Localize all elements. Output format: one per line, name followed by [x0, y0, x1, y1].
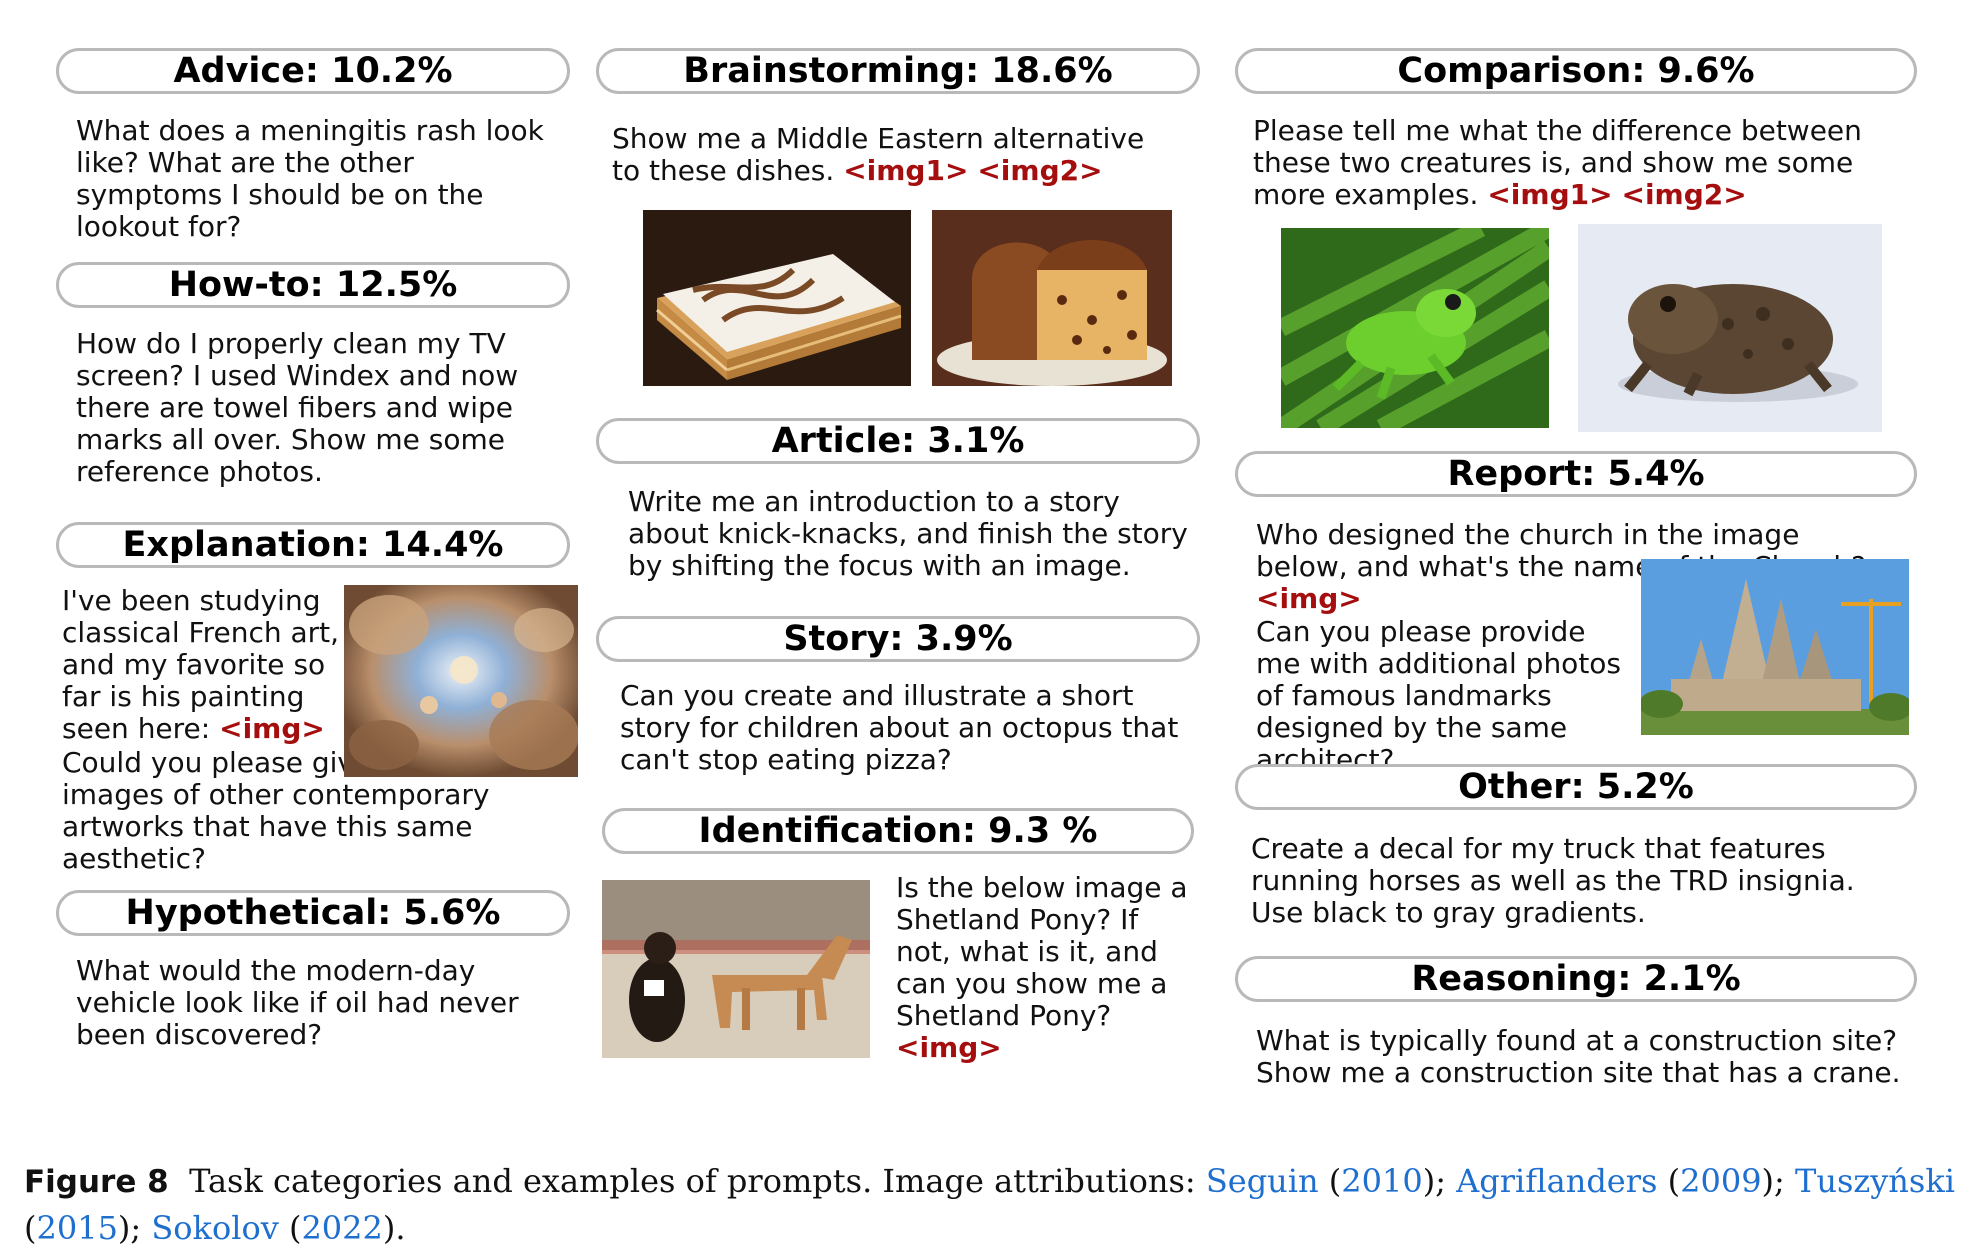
cake-icon	[643, 210, 911, 386]
painting-icon	[344, 585, 578, 777]
article-prompt: Write me an introduction to a story abou…	[628, 485, 1188, 582]
category-report-title: Report: 5.4%	[1235, 451, 1917, 497]
category-reasoning-title: Reasoning: 2.1%	[1235, 956, 1917, 1002]
citation-seguin[interactable]: Seguin	[1205, 1162, 1319, 1200]
brainstorming-img2-token: <img2>	[977, 154, 1103, 187]
howto-prompt: How do I properly clean my TV screen? I …	[76, 327, 519, 488]
comparison-prompt: Please tell me what the difference betwe…	[1253, 115, 1893, 211]
category-brainstorming-title: Brainstorming: 18.6%	[596, 48, 1200, 94]
panettone-image	[932, 210, 1172, 386]
mille-feuille-image	[643, 210, 911, 386]
explanation-prompt-text: I've been studying classical French art,…	[62, 584, 340, 745]
other-prompt: Create a decal for my truck that feature…	[1251, 832, 1855, 929]
hypothetical-prompt: What would the modern-day vehicle look l…	[76, 954, 519, 1051]
comparison-img1-token: <img1>	[1487, 178, 1613, 211]
bread-icon	[932, 210, 1172, 386]
explanation-prompt-before: I've been studying classical French art,…	[62, 585, 342, 745]
caption-text: Task categories and examples of prompts.…	[189, 1162, 1196, 1200]
tree-frog-image	[1281, 228, 1549, 428]
citation-sokolov-year[interactable]: 2022	[301, 1209, 383, 1247]
frog-icon	[1281, 228, 1549, 428]
explanation-img-token: <img>	[219, 712, 325, 745]
category-howto-title: How-to: 12.5%	[56, 262, 570, 308]
category-identification-title: Identification: 9.3 %	[602, 808, 1194, 854]
citation-tuszynski[interactable]: Tuszyński	[1794, 1162, 1955, 1200]
church-image	[1641, 559, 1909, 735]
citation-agriflanders[interactable]: Agriflanders	[1456, 1162, 1658, 1200]
brainstorming-img1-token: <img1>	[843, 154, 969, 187]
figure-caption: Figure 8 Task categories and examples of…	[24, 1162, 1955, 1247]
comparison-prompt-text: Please tell me what the difference betwe…	[1253, 114, 1862, 211]
report-img-token: <img>	[1256, 582, 1362, 615]
category-article-title: Article: 3.1%	[596, 418, 1200, 464]
comparison-img2-token: <img2>	[1621, 178, 1747, 211]
church-icon	[1641, 559, 1909, 735]
horse-icon	[602, 880, 870, 1058]
brainstorming-prompt: Show me a Middle Eastern alternative to …	[612, 123, 1172, 187]
category-comparison-title: Comparison: 9.6%	[1235, 48, 1917, 94]
identification-prompt-text: Is the below image a Shetland Pony? If n…	[896, 871, 1188, 1032]
advice-prompt: What does a meningitis rash look like? W…	[76, 114, 544, 243]
figure-label: Figure 8	[24, 1164, 169, 1200]
horse-image	[602, 880, 870, 1058]
citation-agriflanders-year[interactable]: 2009	[1680, 1162, 1762, 1200]
category-explanation-title: Explanation: 14.4%	[56, 522, 570, 568]
citation-sokolov[interactable]: Sokolov	[151, 1209, 279, 1247]
toad-image	[1578, 224, 1882, 432]
toad-icon	[1578, 224, 1882, 432]
citation-seguin-year[interactable]: 2010	[1341, 1162, 1423, 1200]
category-story-title: Story: 3.9%	[596, 616, 1200, 662]
citation-tuszynski-year[interactable]: 2015	[36, 1209, 118, 1247]
category-hypothetical-title: Hypothetical: 5.6%	[56, 890, 570, 936]
reasoning-prompt: What is typically found at a constructio…	[1256, 1024, 1901, 1089]
category-other-title: Other: 5.2%	[1235, 764, 1917, 810]
identification-img-token: <img>	[896, 1031, 1002, 1064]
story-prompt: Can you create and illustrate a short st…	[620, 679, 1179, 776]
brainstorming-prompt-text: Show me a Middle Eastern alternative to …	[612, 122, 1145, 187]
ceiling-painting-image	[344, 585, 578, 777]
category-advice-title: Advice: 10.2%	[56, 48, 570, 94]
report-prompt-after: Can you please provide me with additiona…	[1256, 615, 1622, 776]
identification-prompt: Is the below image a Shetland Pony? If n…	[896, 872, 1196, 1064]
